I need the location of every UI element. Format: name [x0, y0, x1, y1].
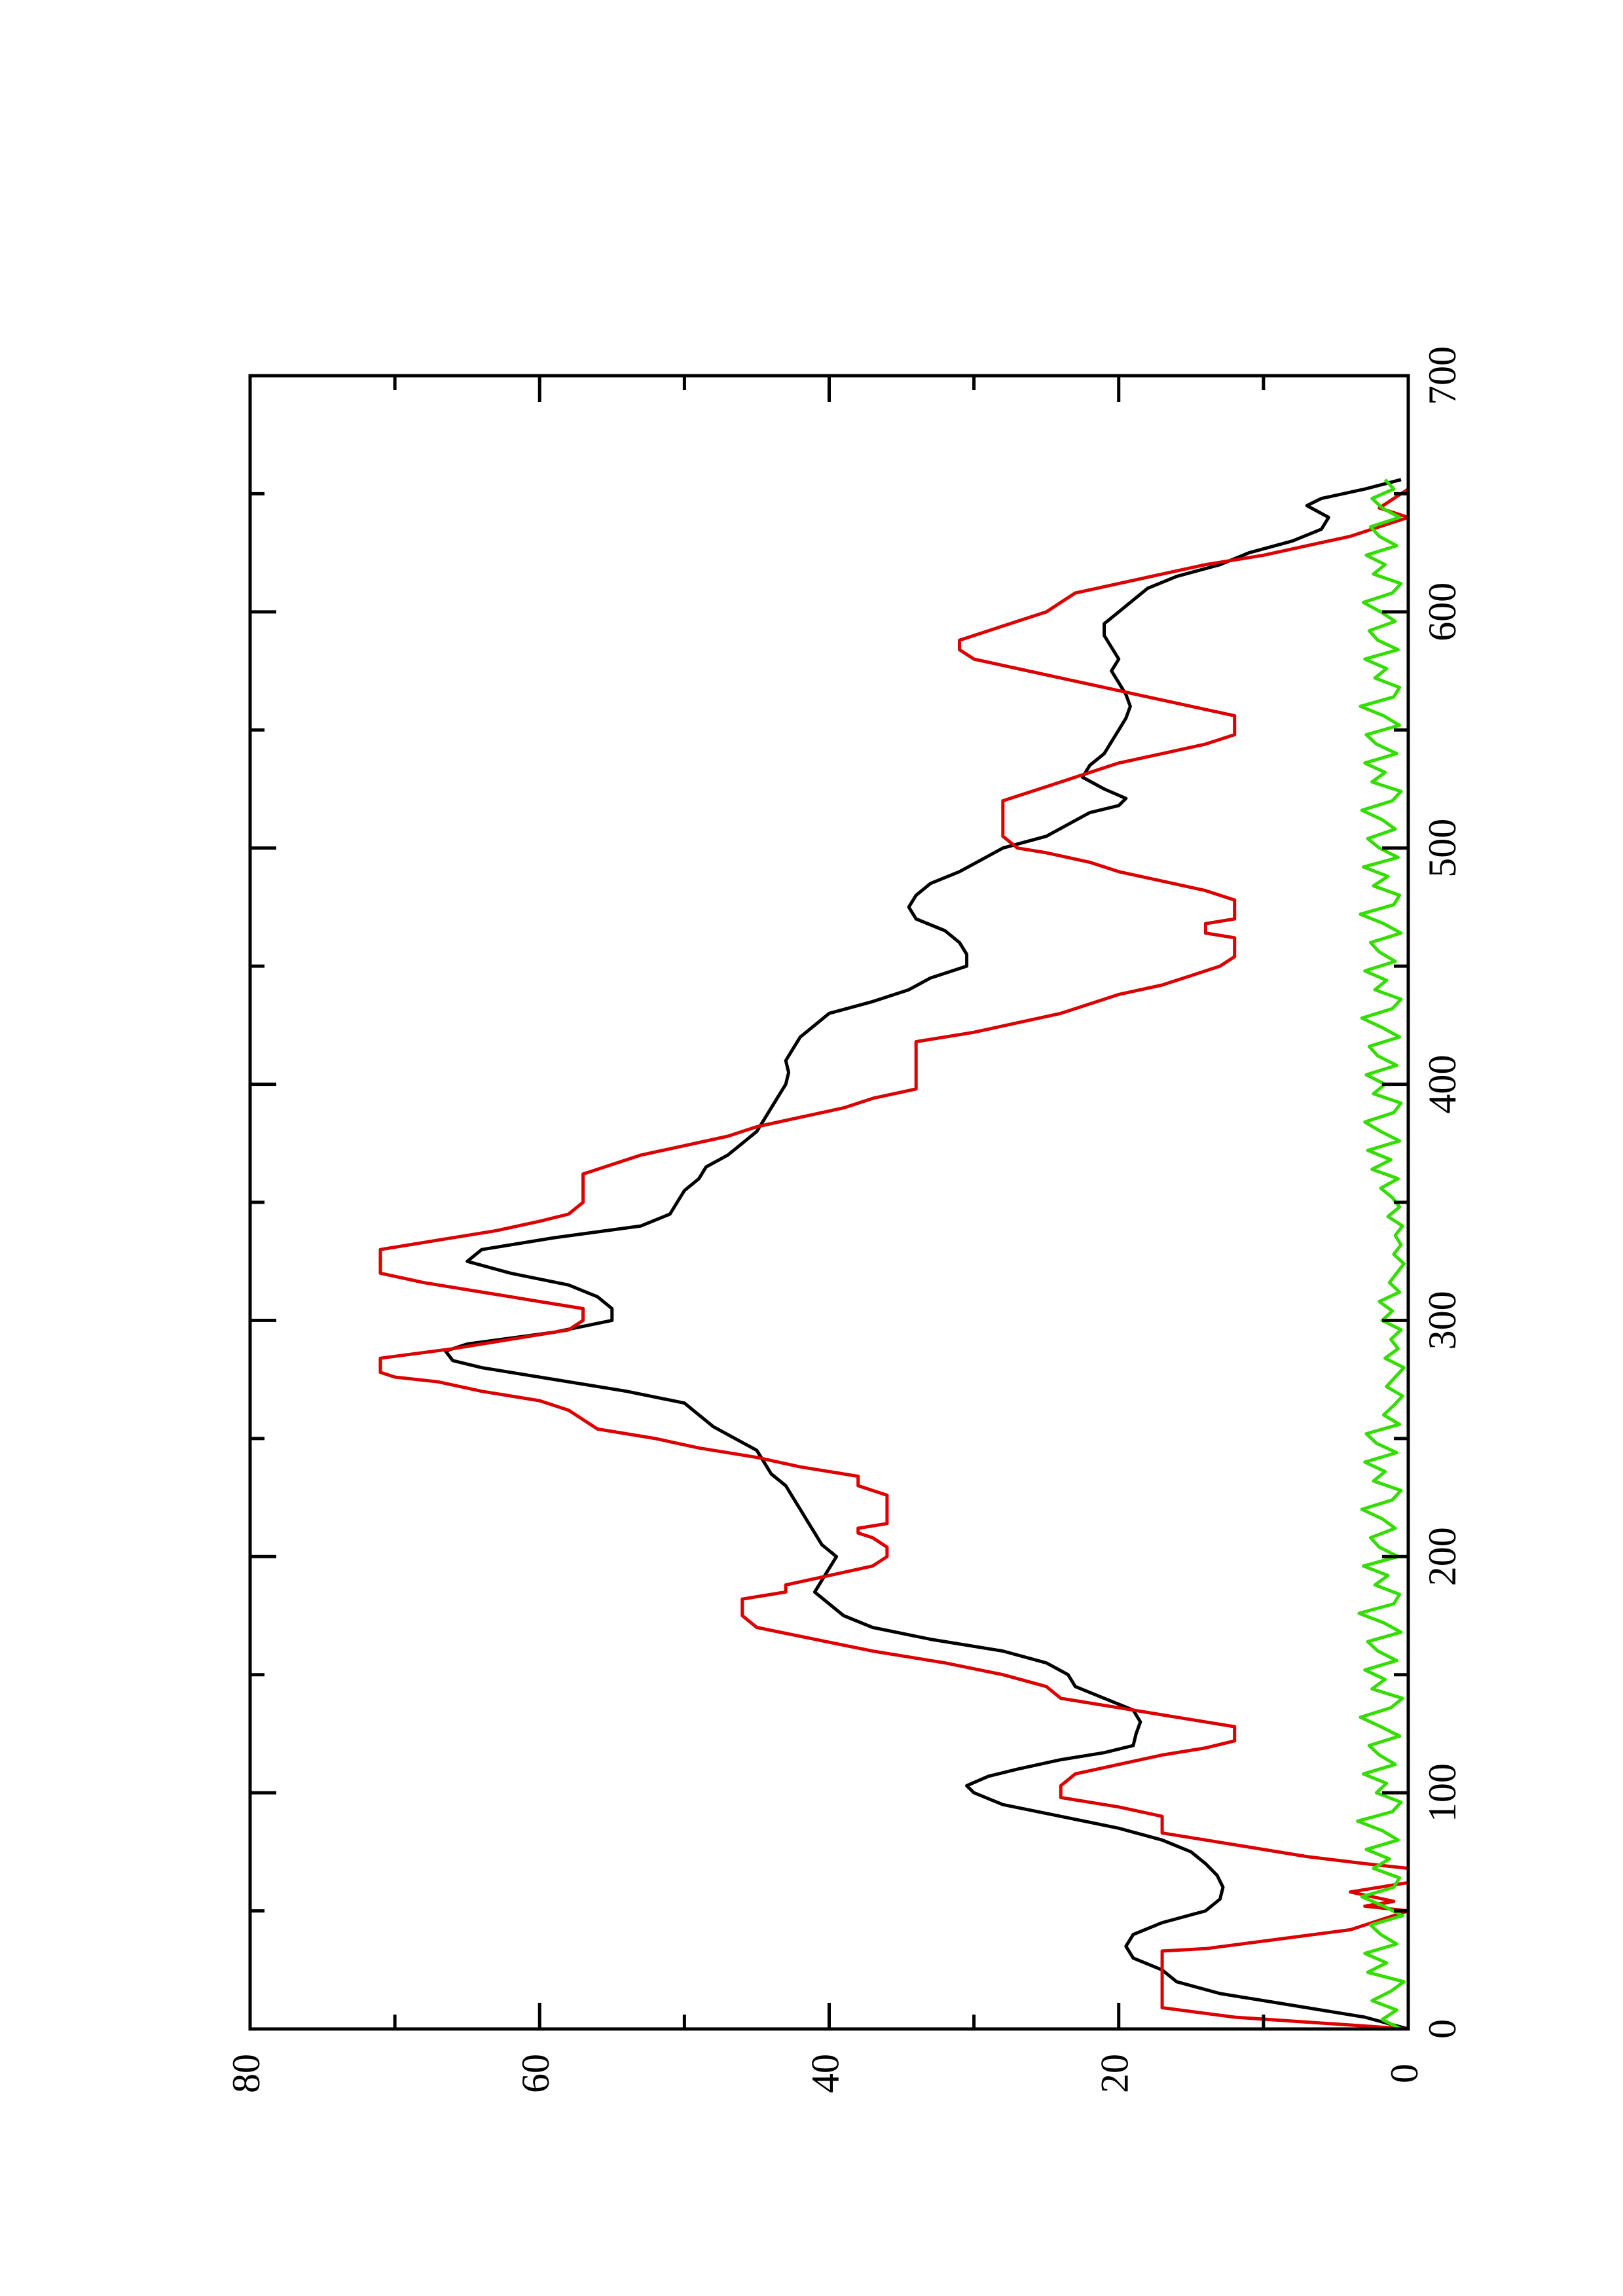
x-tick-label: 100: [1421, 1763, 1464, 1822]
series-line-2: [378, 479, 1410, 2031]
y-tick-label: 40: [803, 2054, 847, 2093]
label-layer: 0 100 200 300 400 500 600 700 0 20 40 60 80: [225, 346, 1464, 2093]
series-layer: [378, 478, 1410, 2031]
x-tick-label: 200: [1421, 1527, 1464, 1586]
x-tick-label: 700: [1421, 346, 1464, 405]
x-tick-label: 300: [1421, 1291, 1464, 1350]
y-tick-label: 20: [1093, 2054, 1137, 2093]
x-tick-label: 0: [1421, 2019, 1464, 2039]
x-tick-label: 500: [1421, 819, 1464, 878]
series-line-3: [1356, 478, 1406, 2031]
x-tick-label: 600: [1421, 583, 1464, 641]
y-tick-label: 80: [225, 2054, 268, 2093]
y-tick-label: 0: [1383, 2064, 1426, 2083]
x-tick-label: 400: [1421, 1055, 1464, 1114]
series-line-1: [444, 478, 1409, 2031]
tick-layer: [248, 374, 1410, 2031]
y-tick-label: 60: [514, 2054, 557, 2093]
